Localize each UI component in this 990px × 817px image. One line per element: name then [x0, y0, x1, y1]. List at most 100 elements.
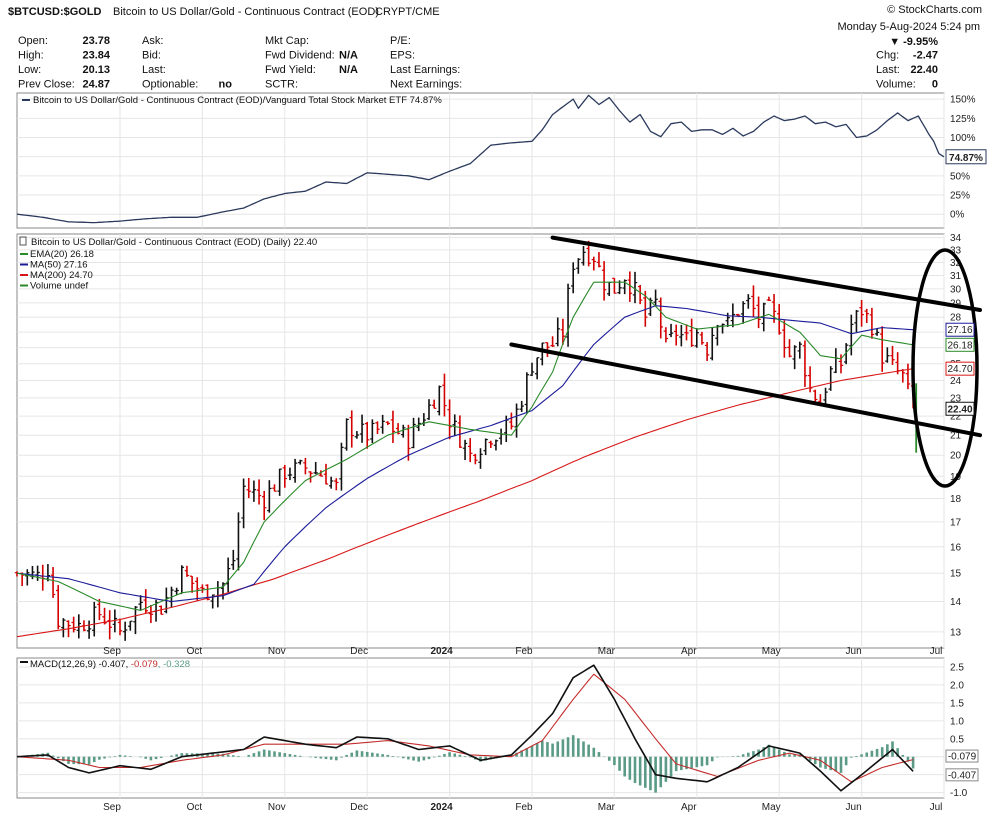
description: Bitcoin to US Dollar/Gold - Continuous C…: [113, 6, 379, 18]
price-panel: 3433323130292827262524232221201918171615…: [14, 233, 982, 649]
last-value-label: 74.87%: [949, 153, 983, 164]
legend-entry: EMA(20) 26.18: [30, 249, 94, 260]
y-tick-label: 1.0: [950, 716, 964, 727]
legend-entry: MA(50) 27.16: [30, 260, 88, 271]
x-tick-label-macd: Feb: [515, 802, 533, 813]
y-tick-label: 18: [950, 494, 962, 505]
field-label: Mkt Cap:: [265, 35, 309, 47]
price-title: Bitcoin to US Dollar/Gold - Continuous C…: [31, 237, 317, 248]
field-label: Bid:: [142, 50, 161, 62]
last-value-badge: [945, 337, 975, 352]
y-tick-label: 29: [950, 298, 962, 309]
macd-line: [16, 664, 914, 792]
y-tick-label: 31: [950, 271, 962, 282]
y-tick-label: 0%: [950, 210, 965, 221]
x-tick-label-macd: May: [762, 802, 781, 813]
field-label: Chg:: [876, 50, 899, 62]
watermark: © StockCharts.com: [887, 4, 982, 16]
field-label: Last:: [876, 64, 900, 76]
field-label: Fwd Dividend:: [265, 50, 335, 62]
change-percent: ▼ -9.95%: [889, 36, 938, 48]
x-tick-label-macd: Sep: [103, 802, 121, 813]
x-tick-label-price: Nov: [268, 646, 286, 657]
relative-panel: 150%125%100%75%50%25%0%74.87%Bitcoin to …: [16, 92, 987, 229]
last-value-label: 26.18: [947, 340, 972, 351]
last-value-badge: [945, 149, 987, 165]
field-value: 23.84: [82, 50, 110, 62]
macd-title: MACD(12,26,9) -0.407, -0.079, -0.328: [30, 659, 190, 670]
last-value-badge: [945, 322, 975, 337]
field-value: 22.40: [910, 64, 938, 76]
x-tick-label-macd: Jul: [930, 802, 943, 813]
quote-fields: Open: 23.78 High: 23.84 Low: 20.13 Prev Close:…: [18, 35, 938, 91]
field-label: Fwd Yield:: [265, 64, 316, 76]
y-tick-label: 50%: [950, 171, 970, 182]
quote-date: Monday 5-Aug-2024 5:24 pm: [838, 21, 980, 33]
field-label: SCTR:: [265, 79, 298, 91]
x-axis: Sep Sep Oct Oct Nov Nov Dec Dec 2024 2024 Feb Feb Ma…: [103, 646, 943, 813]
field-label: Ask:: [142, 35, 163, 47]
y-tick-label: 20: [950, 451, 962, 462]
x-tick-label-macd: Nov: [268, 802, 286, 813]
field-label: EPS:: [390, 50, 415, 62]
last-value-label: 27.16: [947, 325, 972, 336]
y-tick-label: 23: [950, 393, 962, 404]
y-tick-label: 14: [950, 597, 962, 608]
title-swatch: [19, 236, 27, 246]
field-label: Low:: [18, 64, 41, 76]
last-value-badge: [945, 361, 975, 376]
x-tick-label-price: Feb: [515, 646, 533, 657]
panel-frame: [16, 657, 945, 799]
field-label: Last:: [142, 64, 166, 76]
ma50-line: [16, 305, 914, 603]
field-value: 24.87: [82, 79, 110, 91]
field-label: Optionable:: [142, 79, 198, 91]
y-tick-label: 30: [950, 284, 962, 295]
relative-line: [16, 94, 945, 224]
legend-entry: Volume undef: [30, 281, 88, 292]
x-tick-label-macd: Dec: [350, 802, 368, 813]
exchange: CRYPT/CME: [375, 6, 440, 18]
x-tick-label-price: Dec: [350, 646, 368, 657]
field-label: Last Earnings:: [390, 64, 460, 76]
y-tick-label: -1.0: [950, 788, 968, 799]
field-value: N/A: [339, 64, 358, 76]
macd-signal-value: -0.079: [131, 659, 158, 670]
y-tick-label: 2.0: [950, 680, 964, 691]
field-label: Next Earnings:: [390, 79, 462, 91]
y-tick-label: 34: [950, 233, 962, 244]
x-tick-label-price: Jul: [930, 646, 943, 657]
highlight-ellipse: [911, 248, 979, 488]
y-tick-label: 13: [950, 627, 962, 638]
x-tick-label-price: Jun: [846, 646, 862, 657]
x-tick-label-macd: Oct: [187, 802, 203, 813]
x-tick-label-price: Sep: [103, 646, 121, 657]
y-tick-label: 1.5: [950, 698, 964, 709]
field-label: P/E:: [390, 35, 411, 47]
x-tick-label-macd: Mar: [598, 802, 616, 813]
x-tick-label-macd: 2024: [430, 802, 453, 813]
field-value: no: [219, 79, 233, 91]
ema20-line: [16, 281, 914, 611]
x-tick-label-macd: Apr: [681, 802, 697, 813]
relative-title: Bitcoin to US Dollar/Gold - Continuous C…: [33, 95, 442, 106]
x-tick-label-price: May: [762, 646, 781, 657]
y-tick-label: 0.5: [950, 734, 964, 745]
last-value-badge: [945, 749, 979, 763]
macd-hist-value: , -0.328: [158, 659, 190, 670]
field-value: 20.13: [82, 64, 110, 76]
y-tick-label: 15: [950, 569, 962, 580]
y-tick-label: 150%: [950, 95, 976, 106]
last-value-label: -0.407: [948, 770, 977, 781]
y-tick-label: 100%: [950, 133, 976, 144]
x-tick-label-macd: Jun: [846, 802, 862, 813]
x-tick-label-price: Apr: [681, 646, 697, 657]
panel-frame: [16, 233, 945, 649]
y-tick-label: 25%: [950, 191, 970, 202]
field-value: 23.78: [82, 35, 110, 47]
field-value: N/A: [339, 50, 358, 62]
macd-title-text: MACD(12,26,9) -0.407,: [30, 659, 131, 670]
last-value-badge: [945, 768, 979, 782]
y-tick-label: 21: [950, 431, 962, 442]
